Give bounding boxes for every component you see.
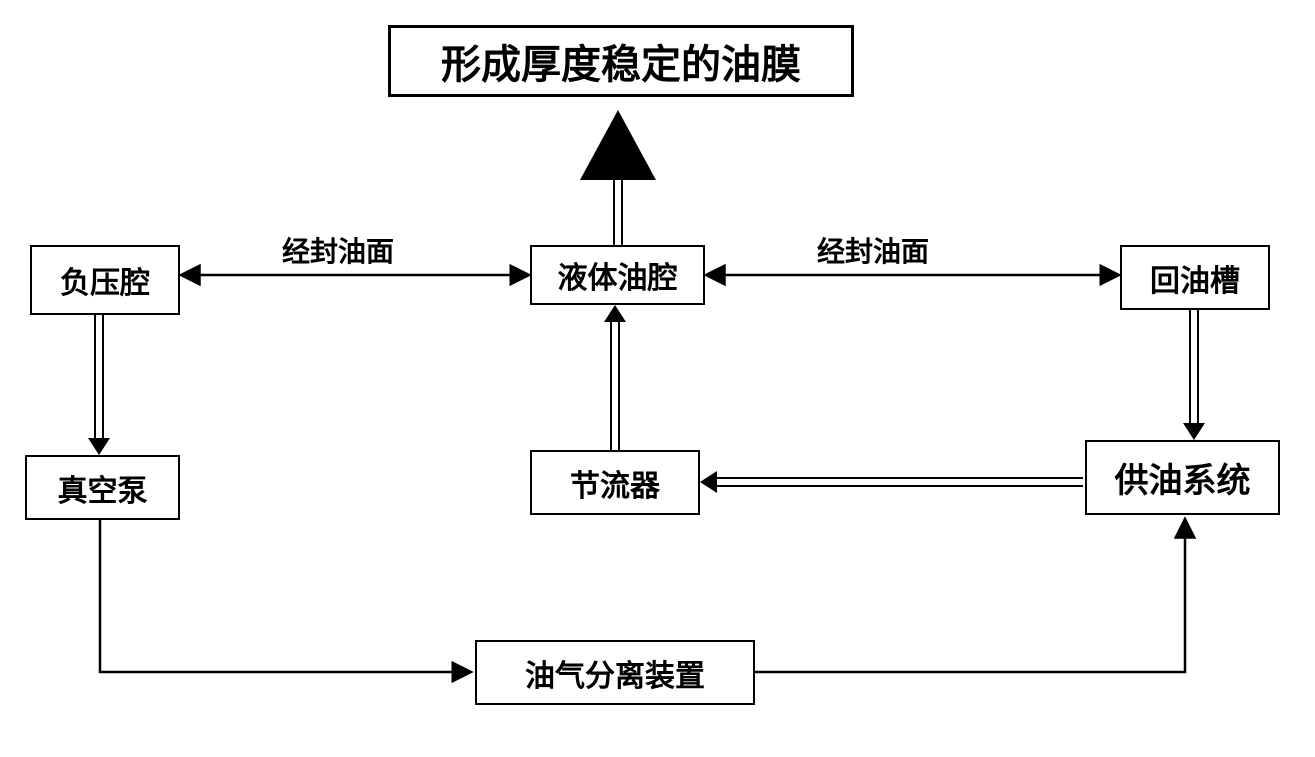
edge-right2-center2 [700,471,1083,493]
edge-bottom-right2 [755,520,1185,672]
node-right1: 回油槽 [1120,245,1270,310]
node-bottom-label: 油气分离装置 [525,651,705,695]
edge-right1-right2 [1183,310,1205,440]
node-top-label: 形成厚度稳定的油膜 [441,32,801,90]
node-center2: 节流器 [530,450,700,515]
edge-label-left: 经封油面 [280,230,396,270]
edge-center1-top [580,110,656,245]
node-right2-label: 供油系统 [1115,453,1251,502]
node-right2: 供油系统 [1085,440,1280,515]
edge-left2-bottom [100,520,470,672]
edge-label-right: 经封油面 [815,230,931,270]
node-left1-label: 负压腔 [60,258,150,302]
node-bottom: 油气分离装置 [475,640,755,705]
node-top: 形成厚度稳定的油膜 [388,25,854,97]
node-center2-label: 节流器 [570,461,660,505]
node-left1: 负压腔 [30,245,180,315]
edge-left1-left2 [88,315,110,455]
node-left2: 真空泵 [25,455,180,520]
node-right1-label: 回油槽 [1150,256,1240,300]
node-center1: 液体油腔 [530,245,705,305]
node-left2-label: 真空泵 [58,466,148,510]
node-center1-label: 液体油腔 [558,253,678,297]
edge-center2-center1 [604,305,626,450]
